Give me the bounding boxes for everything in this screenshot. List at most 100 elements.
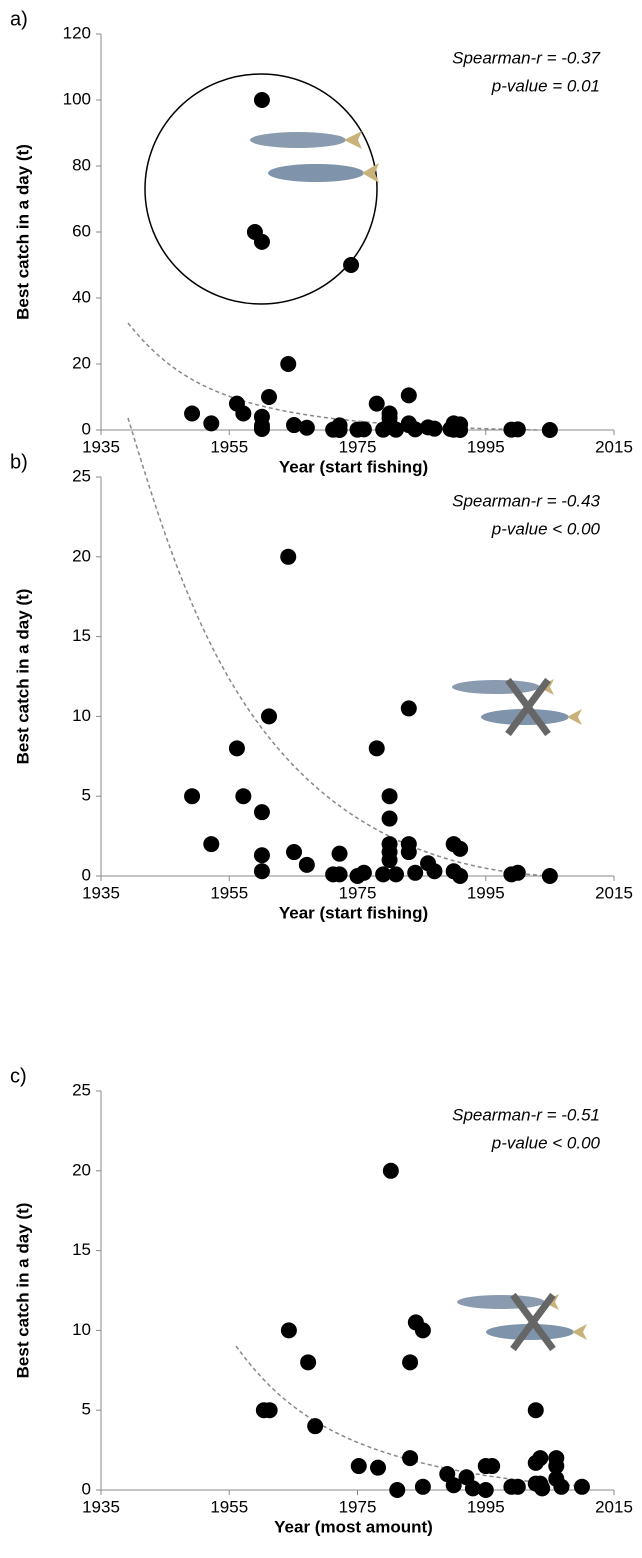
x-tick-label: 1975 xyxy=(339,1497,377,1516)
y-tick-label: 100 xyxy=(63,89,91,108)
point xyxy=(253,92,270,108)
point xyxy=(414,1322,431,1339)
fish-tail xyxy=(344,131,362,149)
y-tick-label: 0 xyxy=(82,1479,91,1498)
x-tick-label: 1935 xyxy=(82,437,120,456)
x-axis-label: Year (start fishing) xyxy=(279,457,428,476)
point xyxy=(509,421,526,438)
point xyxy=(203,836,220,853)
point xyxy=(184,788,201,805)
cross xyxy=(510,1292,556,1352)
point xyxy=(298,419,315,436)
fish-tail xyxy=(362,163,379,183)
fish-tail xyxy=(567,709,582,725)
y-axis-label: Best catch in a day (t) xyxy=(13,144,32,320)
x-tick-label: 1995 xyxy=(467,1497,505,1516)
point xyxy=(350,1458,367,1475)
point xyxy=(426,863,443,880)
annotation: p-value < 0.00 xyxy=(491,519,601,538)
point xyxy=(387,866,404,883)
point xyxy=(228,740,245,757)
annotation: Spearman-r = -0.37 xyxy=(452,48,600,67)
point xyxy=(452,868,469,884)
decorations xyxy=(127,73,591,1488)
point xyxy=(509,1478,526,1495)
point xyxy=(381,810,398,827)
point xyxy=(452,422,469,438)
fish xyxy=(481,709,569,725)
point xyxy=(261,389,278,405)
x-tick-label: 2015 xyxy=(595,883,633,902)
point xyxy=(235,788,252,805)
panel-label: a) xyxy=(10,8,28,30)
point xyxy=(389,1482,406,1498)
fish xyxy=(268,164,364,182)
point xyxy=(484,1458,501,1475)
y-tick-label: 10 xyxy=(72,1320,91,1339)
y-tick-label: 20 xyxy=(72,546,91,565)
y-axis-label: Best catch in a day (t) xyxy=(13,589,32,765)
point xyxy=(452,840,469,857)
x-tick-label: 1995 xyxy=(467,437,505,456)
y-tick-label: 15 xyxy=(72,1240,91,1259)
point xyxy=(261,708,278,725)
trend-line xyxy=(235,1345,591,1488)
point xyxy=(261,1402,278,1419)
point xyxy=(509,864,526,881)
y-tick-label: 20 xyxy=(72,353,91,372)
point xyxy=(414,1478,431,1495)
point xyxy=(203,415,220,432)
point xyxy=(280,548,297,565)
y-tick-label: 15 xyxy=(72,626,91,645)
fish xyxy=(457,1295,545,1309)
point xyxy=(534,1480,551,1497)
point xyxy=(286,844,303,861)
point xyxy=(402,1354,419,1371)
y-axis-label: Best catch in a day (t) xyxy=(13,1203,32,1379)
point xyxy=(527,1402,544,1419)
x-tick-label: 1955 xyxy=(210,437,248,456)
y-tick-label: 60 xyxy=(72,221,91,240)
point xyxy=(548,1458,565,1475)
point xyxy=(253,804,270,821)
fish-tail xyxy=(572,1324,587,1340)
point xyxy=(382,1162,399,1179)
point xyxy=(355,864,372,881)
point xyxy=(307,1418,324,1435)
point xyxy=(253,847,270,864)
fish xyxy=(452,680,540,694)
x-tick-label: 1955 xyxy=(210,883,248,902)
point xyxy=(235,405,252,422)
point xyxy=(407,421,424,438)
y-tick-label: 120 xyxy=(63,23,91,42)
fish xyxy=(250,132,346,148)
panel-label: b) xyxy=(10,451,28,473)
point xyxy=(253,233,270,250)
point xyxy=(426,420,443,437)
x-tick-label: 1955 xyxy=(210,1497,248,1516)
point xyxy=(375,866,392,883)
point xyxy=(387,421,404,438)
point xyxy=(400,700,417,717)
point xyxy=(343,257,360,273)
annotation: p-value = 0.01 xyxy=(491,76,600,95)
cross xyxy=(505,677,551,737)
point xyxy=(532,1450,549,1467)
x-tick-label: 1935 xyxy=(82,883,120,902)
panel-label: c) xyxy=(10,1065,27,1087)
point xyxy=(381,788,398,805)
fish xyxy=(486,1324,574,1340)
highlight-circle xyxy=(144,73,378,305)
x-tick-label: 1975 xyxy=(339,437,377,456)
point xyxy=(573,1478,590,1495)
x-tick-label: 1935 xyxy=(82,1497,120,1516)
y-tick-label: 5 xyxy=(82,1400,91,1419)
point xyxy=(477,1482,494,1498)
point xyxy=(331,417,348,434)
y-tick-label: 20 xyxy=(72,1160,91,1179)
point xyxy=(541,868,558,884)
y-tick-label: 25 xyxy=(72,466,91,485)
y-tick-label: 80 xyxy=(72,155,91,174)
point xyxy=(253,417,270,434)
